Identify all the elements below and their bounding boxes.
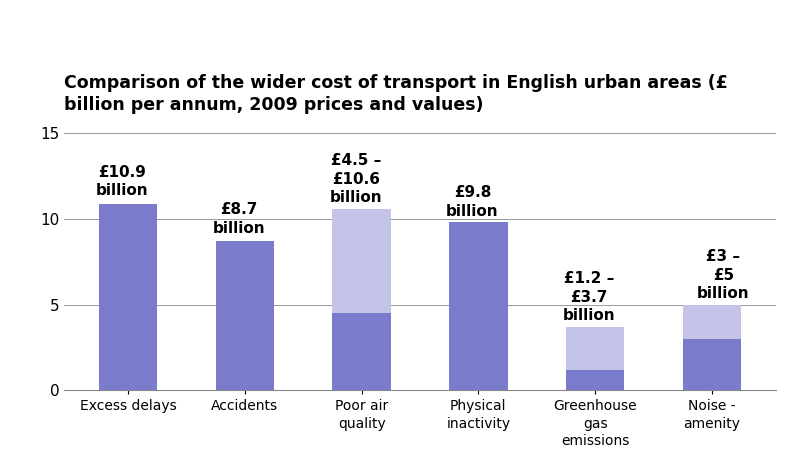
Text: £3 –
£5
billion: £3 – £5 billion — [697, 249, 750, 301]
Text: £8.7
billion: £8.7 billion — [213, 202, 266, 236]
Bar — [333, 313, 391, 390]
Bar — [682, 305, 741, 339]
Text: £9.8
billion: £9.8 billion — [446, 185, 499, 219]
Bar — [566, 370, 624, 390]
Bar — [216, 241, 274, 390]
Bar — [682, 339, 741, 390]
Bar — [333, 208, 391, 313]
Text: £10.9
billion: £10.9 billion — [96, 165, 149, 198]
Text: £4.5 –
£10.6
billion: £4.5 – £10.6 billion — [330, 153, 382, 205]
Bar — [449, 222, 507, 390]
Text: Comparison of the wider cost of transport in English urban areas (£
billion per : Comparison of the wider cost of transpor… — [64, 74, 728, 114]
Bar — [99, 204, 158, 390]
Text: £1.2 –
£3.7
billion: £1.2 – £3.7 billion — [563, 271, 615, 324]
Bar — [566, 327, 624, 370]
